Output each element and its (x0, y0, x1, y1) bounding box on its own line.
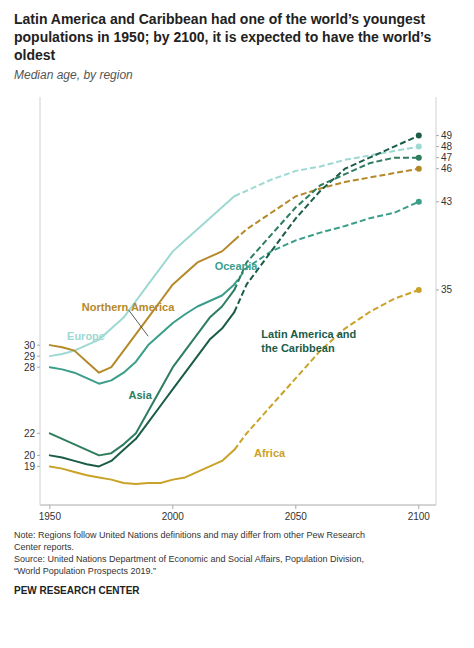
annotation: Asia (129, 389, 153, 401)
series-line (50, 450, 234, 484)
end-dot (416, 155, 422, 161)
annotations: Europe Northern America Oceania Latin Ameri… (67, 260, 356, 459)
series-line (50, 284, 234, 383)
x-tick-label: 1950 (39, 511, 62, 522)
series-line (50, 290, 234, 455)
y-tick-label: 30 (24, 340, 36, 351)
chart: 1950 2000 2050 2100 1920 22 282930 49484746 43 35… (14, 87, 460, 527)
x-tick-label: 2050 (285, 511, 308, 522)
series-line (50, 312, 234, 466)
end-dot (416, 133, 422, 139)
x-tick (172, 505, 173, 509)
note: Note: Regions follow United Nations defi… (14, 529, 460, 577)
annotation: Oceania (215, 260, 259, 272)
x-tick (418, 505, 419, 509)
annotation: Northern America (82, 301, 175, 313)
annotation: Africa (254, 447, 286, 459)
y2-tick-label: 48 (441, 141, 453, 152)
y-tick-label: 29 (24, 351, 36, 362)
y2-tick (436, 146, 439, 147)
y2-tick-label: 47 (441, 152, 453, 163)
y-tick (37, 433, 40, 434)
y2-tick (436, 157, 439, 158)
annotation: Europe (67, 330, 105, 342)
x-tick-label: 2000 (162, 511, 185, 522)
y2-tick (436, 201, 439, 202)
annotation-arrow (129, 310, 149, 336)
annotation-line: the Caribbean (261, 342, 335, 354)
end-dot (416, 144, 422, 150)
series-line (234, 147, 418, 197)
y-tick (37, 466, 40, 467)
series-line (50, 196, 234, 356)
end-dot (416, 166, 422, 172)
x-tick (295, 505, 296, 509)
series-line (234, 202, 418, 285)
y2-tick (436, 168, 439, 169)
title: Latin America and Caribbean had one of t… (14, 10, 460, 64)
end-dot (416, 199, 422, 205)
source: PEW RESEARCH CENTER (14, 585, 460, 596)
y-axis-line (40, 97, 41, 505)
series-line (234, 290, 418, 450)
y2-tick (436, 289, 439, 290)
axes: 1950 2000 2050 2100 1920 22 282930 49484746 43 35 (24, 97, 453, 522)
y-tick-label: 22 (24, 428, 36, 439)
y2-tick (436, 135, 439, 136)
y-tick-label: 28 (24, 362, 36, 373)
series-line (234, 158, 418, 290)
series-line (234, 169, 418, 241)
x-axis-line (40, 505, 436, 506)
plot-area (50, 133, 422, 484)
page: Latin America and Caribbean had one of t… (0, 0, 474, 596)
annotation-line: Latin America and (261, 328, 356, 340)
end-dot (416, 287, 422, 293)
y-tick (37, 455, 40, 456)
y-tick (37, 367, 40, 368)
y2-tick-label: 46 (441, 163, 453, 174)
y2-axis-line (436, 97, 437, 505)
x-tick (49, 505, 50, 509)
annotation: Latin America and the Caribbean (261, 328, 356, 354)
subtitle: Median age, by region (14, 68, 460, 83)
y-tick-label: 19 (24, 461, 36, 472)
y-tick (37, 345, 40, 346)
y-tick (37, 356, 40, 357)
y2-tick-label: 49 (441, 130, 453, 141)
y2-tick-label: 35 (441, 284, 453, 295)
x-tick-label: 2100 (408, 511, 431, 522)
y2-tick-label: 43 (441, 196, 453, 207)
series-line (234, 136, 418, 312)
y-tick-label: 20 (24, 450, 36, 461)
